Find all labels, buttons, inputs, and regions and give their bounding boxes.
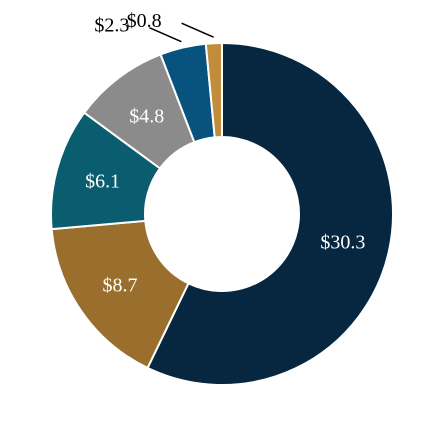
slice-label: $2.3 [94,15,129,37]
slice-label: $30.3 [320,232,365,254]
donut-slice [50,219,190,370]
labels-group: $30.3 $8.7 $6.1 $4.8 $2.3$0.8 [85,10,365,296]
donut-slice [204,41,223,139]
leader-line [149,27,182,43]
slice-label: $8.7 [103,275,138,297]
leader-line [181,22,214,38]
leader-lines-group [149,22,214,43]
slices-group [50,41,395,386]
slice-label: $6.1 [85,171,120,193]
slice-label: $4.8 [129,105,164,127]
donut-slice [146,41,395,386]
slice-label: $0.8 [127,10,162,32]
